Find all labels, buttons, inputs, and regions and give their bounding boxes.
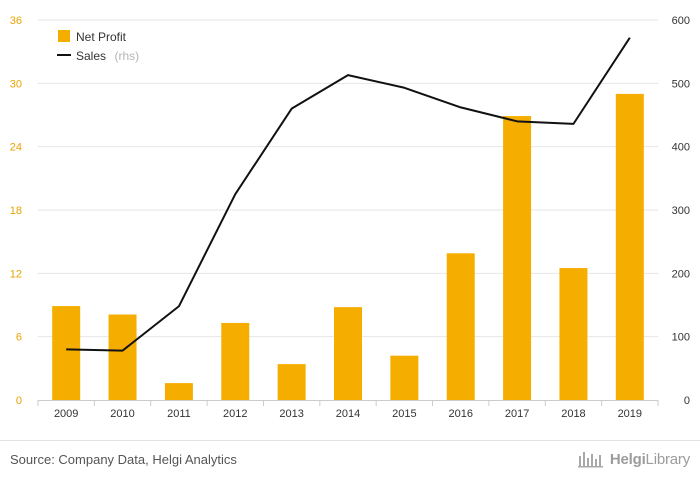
x-tick-label: 2019 [618, 408, 642, 420]
bar-net-profit [108, 314, 137, 400]
chart: 0 6 12 18 24 30 36 0 100 200 300 400 500 600 2009 201… [10, 15, 690, 420]
left-axis-ticks: 0 6 12 18 24 30 36 [10, 15, 22, 407]
legend-label-sales-rhs: (rhs) [114, 49, 139, 63]
left-tick-label: 18 [10, 205, 22, 217]
x-tick-label: 2018 [561, 408, 585, 420]
source-text: Source: Company Data, Helgi Analytics [10, 452, 237, 467]
bar-net-profit [559, 268, 588, 400]
gridlines [38, 19, 658, 338]
net-profit-bars [52, 93, 644, 401]
legend-label-sales: Sales [76, 49, 106, 63]
right-tick-label: 200 [672, 268, 690, 280]
brand-logo: HelgiLibrary [577, 450, 690, 468]
legend: Net Profit Sales (rhs) [57, 30, 139, 64]
bar-net-profit [615, 93, 644, 400]
x-tick-label: 2011 [167, 408, 191, 420]
bar-net-profit [221, 322, 250, 400]
sales-line [66, 37, 631, 352]
right-tick-label: 400 [672, 142, 690, 154]
right-tick-label: 0 [684, 395, 690, 407]
left-tick-label: 0 [16, 395, 22, 407]
bar-net-profit [277, 364, 306, 400]
x-tick-label: 2016 [448, 408, 472, 420]
left-tick-label: 24 [10, 142, 22, 154]
x-tick-label: 2014 [336, 408, 360, 420]
right-tick-label: 600 [672, 15, 690, 27]
bar-net-profit [503, 116, 532, 401]
legend-label-net-profit: Net Profit [76, 30, 127, 44]
x-axis-ticks: 2009 2010 2011 2012 2013 2014 2015 2016 2017 2018… [37, 400, 659, 420]
x-tick-label: 2009 [54, 408, 78, 420]
x-tick-label: 2017 [505, 408, 529, 420]
right-axis-ticks: 0 100 200 300 400 500 600 [672, 15, 690, 407]
bar-net-profit [446, 253, 475, 400]
x-tick-label: 2010 [110, 408, 134, 420]
bar-net-profit [52, 306, 81, 400]
helgi-library-logo-icon [577, 452, 603, 468]
bar-net-profit [334, 307, 362, 400]
bar-net-profit [390, 355, 419, 400]
left-tick-label: 30 [10, 78, 22, 90]
right-tick-label: 500 [672, 78, 690, 90]
right-tick-label: 100 [672, 332, 690, 344]
left-tick-label: 12 [10, 268, 22, 280]
sales-line-layer [66, 37, 631, 352]
x-tick-label: 2012 [223, 408, 247, 420]
right-tick-label: 300 [672, 205, 690, 217]
x-tick-label: 2013 [279, 408, 303, 420]
footer: Source: Company Data, Helgi Analytics He… [0, 440, 700, 484]
bar-net-profit [164, 383, 193, 400]
brand-text: HelgiLibrary [609, 450, 690, 468]
legend-swatch-net-profit [58, 30, 70, 42]
x-tick-label: 2015 [392, 408, 416, 420]
left-tick-label: 36 [10, 15, 22, 27]
left-tick-label: 6 [16, 332, 22, 344]
legend-label-sales-group: Sales (rhs) [76, 47, 139, 64]
